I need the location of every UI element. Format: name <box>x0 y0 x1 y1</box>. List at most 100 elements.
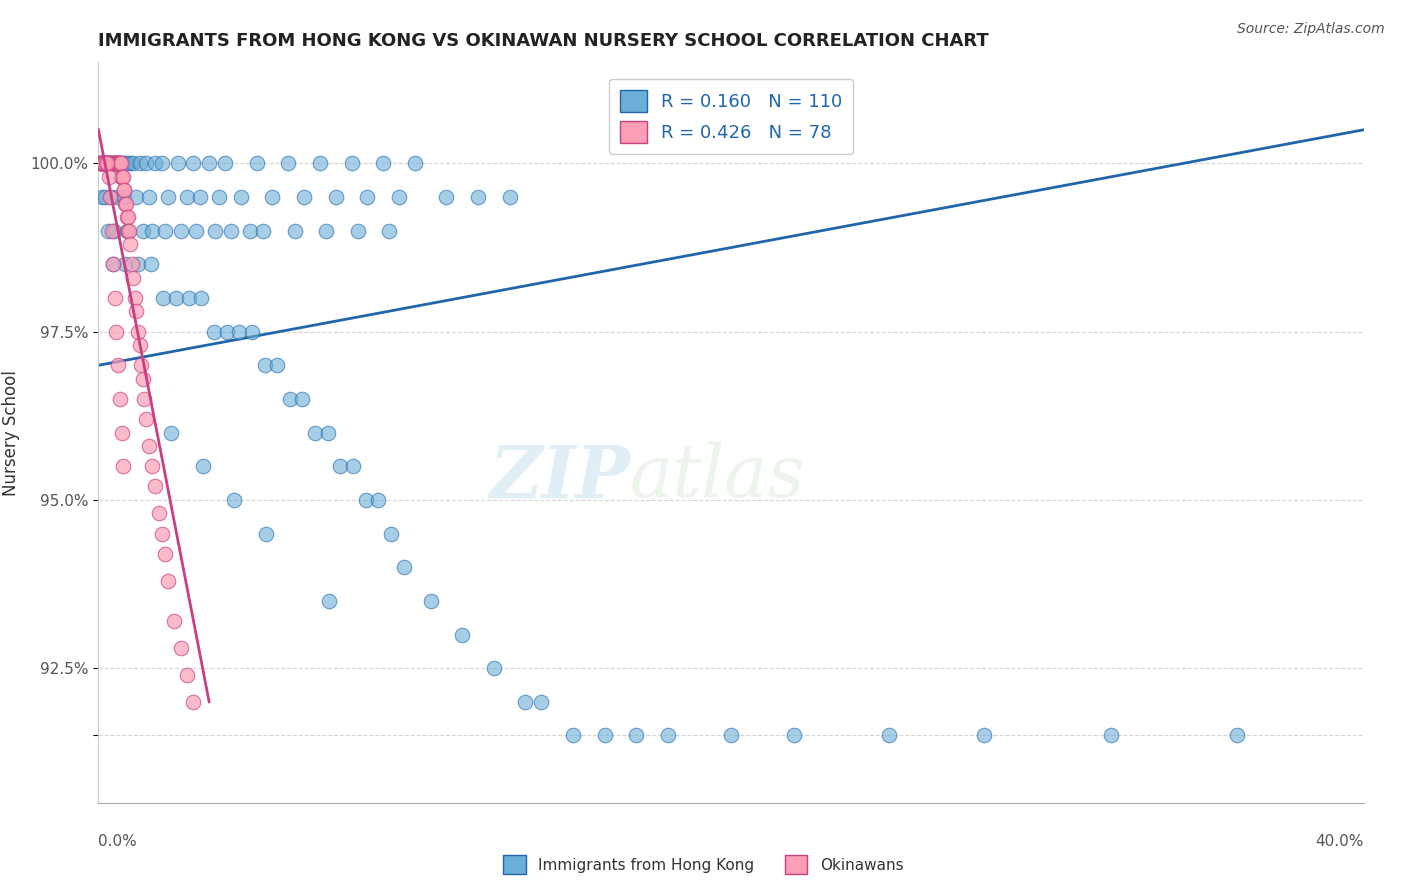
Point <box>315 224 337 238</box>
Point <box>720 729 742 743</box>
Point <box>354 492 377 507</box>
Point <box>103 257 125 271</box>
Point <box>176 190 198 204</box>
Point <box>139 257 162 271</box>
Point <box>254 526 277 541</box>
Point <box>183 695 205 709</box>
Point <box>309 156 332 170</box>
Point <box>115 211 138 225</box>
Point <box>325 190 347 204</box>
Point <box>783 729 806 743</box>
Point <box>121 257 143 271</box>
Point <box>380 526 402 541</box>
Point <box>91 156 114 170</box>
Point <box>342 459 364 474</box>
Point <box>624 729 647 743</box>
Point <box>111 156 134 170</box>
Point <box>90 156 112 170</box>
Point <box>157 190 180 204</box>
Point <box>100 156 122 170</box>
Point <box>91 156 114 170</box>
Y-axis label: Nursery School: Nursery School <box>1 369 20 496</box>
Point <box>96 156 118 170</box>
Point <box>228 325 250 339</box>
Point <box>91 156 114 170</box>
Point <box>89 156 111 170</box>
Legend: R = 0.160   N = 110, R = 0.426   N = 78: R = 0.160 N = 110, R = 0.426 N = 78 <box>609 78 853 153</box>
Point <box>561 729 585 743</box>
Point <box>93 190 117 204</box>
Point <box>105 156 128 170</box>
Point <box>101 257 124 271</box>
Point <box>101 224 124 238</box>
Point <box>103 224 125 238</box>
Point <box>97 156 120 170</box>
Point <box>112 190 135 204</box>
Point <box>451 627 474 641</box>
Point <box>135 412 157 426</box>
Point <box>103 156 125 170</box>
Point <box>110 156 132 170</box>
Point <box>104 156 127 170</box>
Point <box>316 425 339 440</box>
Point <box>108 156 131 170</box>
Point <box>132 224 155 238</box>
Point <box>96 156 118 170</box>
Point <box>128 338 150 352</box>
Point <box>214 156 236 170</box>
Point <box>215 325 238 339</box>
Point <box>98 156 121 170</box>
Point <box>108 156 131 170</box>
Point <box>94 156 117 170</box>
Point <box>108 392 131 406</box>
Point <box>482 661 505 675</box>
Point <box>239 224 262 238</box>
Text: 0.0%: 0.0% <box>98 834 138 849</box>
Point <box>150 156 173 170</box>
Point <box>98 190 121 204</box>
Point <box>657 729 679 743</box>
Text: atlas: atlas <box>630 442 806 512</box>
Point <box>148 507 170 521</box>
Point <box>169 640 191 655</box>
Point <box>91 156 114 170</box>
Point <box>191 459 214 474</box>
Point <box>125 304 148 318</box>
Point <box>89 156 111 170</box>
Text: ZIP: ZIP <box>489 442 630 513</box>
Point <box>111 169 134 184</box>
Point <box>166 156 188 170</box>
Point <box>107 156 129 170</box>
Point <box>145 479 166 493</box>
Point <box>973 729 995 743</box>
Point <box>117 211 139 225</box>
Point <box>877 729 901 743</box>
Point <box>204 224 226 238</box>
Point <box>266 359 288 373</box>
Point <box>165 291 187 305</box>
Point <box>177 291 200 305</box>
Point <box>90 156 112 170</box>
Point <box>186 224 208 238</box>
Point <box>122 156 145 170</box>
Point <box>103 156 125 170</box>
Point <box>127 257 149 271</box>
Point <box>129 359 152 373</box>
Point <box>93 156 115 170</box>
Point <box>150 526 173 541</box>
Point <box>100 156 122 170</box>
Point <box>112 183 135 197</box>
Point <box>114 257 136 271</box>
Point <box>104 156 127 170</box>
Point <box>112 156 135 170</box>
Point <box>100 190 122 204</box>
Point <box>419 594 441 608</box>
Point <box>94 156 117 170</box>
Point <box>253 359 276 373</box>
Text: 40.0%: 40.0% <box>1316 834 1364 849</box>
Point <box>104 291 127 305</box>
Point <box>138 190 160 204</box>
Point <box>367 492 389 507</box>
Point <box>97 224 120 238</box>
Point <box>107 156 129 170</box>
